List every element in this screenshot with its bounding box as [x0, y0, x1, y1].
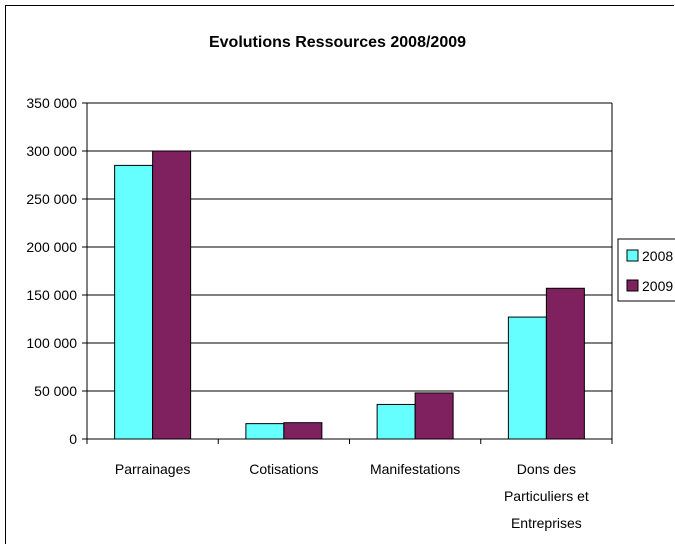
legend-label-2008: 2008 — [642, 248, 673, 264]
bar-2008-0 — [114, 164, 154, 440]
x-tick-label: Dons des — [517, 461, 576, 477]
x-tick-label: Entreprises — [511, 515, 582, 531]
bar-2008-1 — [245, 423, 285, 440]
x-tick-label: Parrainages — [115, 461, 191, 477]
x-tick-label: Particuliers et — [504, 488, 589, 504]
y-tick-label: 300 000 — [26, 143, 77, 159]
y-tick-label: 50 000 — [34, 383, 77, 399]
chart-frame — [5, 5, 674, 544]
y-tick-label: 200 000 — [26, 239, 77, 255]
chart-title: Evolutions Ressources 2008/2009 — [208, 34, 467, 51]
x-tick-label: Manifestations — [370, 461, 460, 477]
bar-2009-3 — [545, 287, 585, 440]
y-tick-label: 250 000 — [26, 191, 77, 207]
y-tick-label: 150 000 — [26, 287, 77, 303]
legend-swatch-2009 — [626, 279, 639, 292]
y-tick-label: 350 000 — [26, 95, 77, 111]
legend-swatch-2008 — [626, 249, 639, 262]
legend-label-2009: 2009 — [642, 278, 673, 294]
x-tick-label: Cotisations — [249, 461, 318, 477]
bar-2009-2 — [414, 392, 454, 440]
y-tick-label: 0 — [69, 431, 77, 447]
bar-2008-2 — [376, 403, 416, 440]
y-tick-label: 100 000 — [26, 335, 77, 351]
bar-2009-0 — [152, 150, 192, 440]
bar-2009-1 — [283, 422, 323, 440]
bar-2008-3 — [507, 316, 547, 440]
